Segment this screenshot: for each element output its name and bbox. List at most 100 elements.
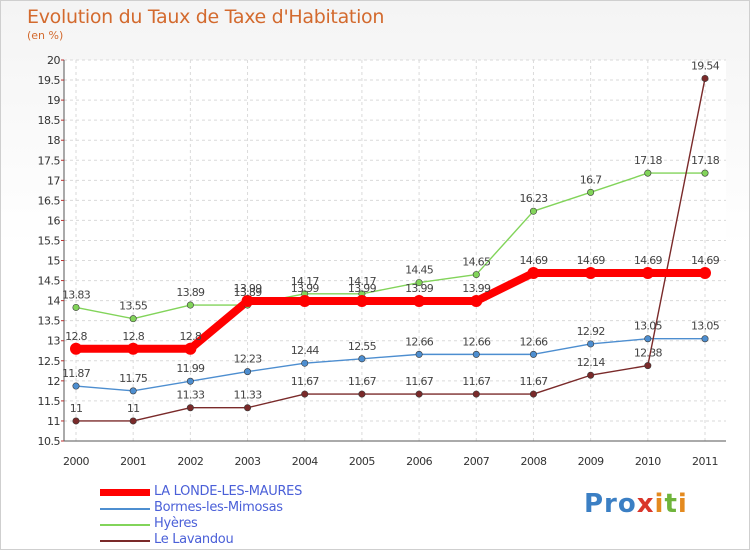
data-point: [587, 340, 595, 348]
x-tick-label: 2007: [463, 455, 489, 468]
data-label: 12.38: [634, 347, 663, 360]
line-chart: 10.5 11 11.5 12 12.5 13 13.5 14 14.5 15 15.5 16 16.5…: [38, 54, 726, 468]
data-point: [298, 295, 311, 308]
y-tick-label: 11.5: [38, 395, 61, 408]
y-tick-label: 12: [47, 375, 60, 388]
data-point: [186, 301, 194, 309]
data-label: 16.23: [519, 192, 548, 205]
data-point: [699, 266, 711, 279]
data-label: 14.17: [291, 275, 320, 288]
data-label: 14.65: [462, 256, 491, 269]
y-tick-label: 10.5: [38, 435, 61, 448]
x-tick-label: 2002: [177, 455, 203, 468]
data-label: 13.99: [405, 282, 434, 295]
data-label: 11.67: [405, 375, 434, 388]
series-line: [76, 268, 705, 353]
data-point: [644, 335, 652, 343]
data-point: [701, 335, 709, 343]
data-point: [472, 390, 480, 398]
data-point: [186, 377, 194, 385]
legend-label-bormes: Bormes-les-Mimosas: [154, 500, 283, 515]
legend-swatch-la-londe: [100, 489, 150, 496]
data-label: 11.33: [234, 389, 263, 402]
y-tick-label: 17: [47, 174, 60, 187]
data-point: [587, 371, 595, 379]
y-tick-label: 16.5: [38, 194, 61, 207]
data-point: [241, 295, 254, 308]
data-label: 13.55: [119, 300, 148, 313]
chart-title: Evolution du Taux de Taxe d'Habitation: [27, 6, 385, 28]
data-point: [415, 279, 423, 287]
logo-part: t: [664, 489, 678, 519]
data-label: 11: [127, 402, 140, 415]
data-point: [644, 169, 652, 177]
data-point: [701, 74, 709, 82]
data-point: [415, 390, 423, 398]
data-point: [641, 266, 654, 279]
data-point: [355, 295, 368, 308]
logo-part: x: [636, 489, 655, 519]
data-point: [70, 342, 82, 355]
data-point: [472, 350, 480, 358]
data-label: 12.66: [519, 335, 548, 348]
y-tick-label: 16: [47, 214, 60, 227]
data-label: 11.75: [119, 372, 148, 385]
data-label: 11.87: [62, 367, 91, 380]
plot-area: [64, 60, 726, 441]
data-label: 11.33: [176, 389, 205, 402]
data-label: 14.69: [519, 254, 548, 267]
data-point: [186, 404, 194, 412]
data-label: 11.67: [462, 375, 491, 388]
logo-part: i: [677, 489, 688, 519]
data-label: 12.8: [180, 330, 202, 343]
data-label: 12.44: [291, 344, 320, 357]
data-label: 13.05: [634, 320, 663, 333]
y-tick-label: 14.5: [38, 275, 61, 288]
x-tick-label: 2008: [520, 455, 546, 468]
data-label: 14.69: [634, 254, 663, 267]
data-label: 17.18: [634, 154, 663, 167]
data-point: [301, 359, 309, 367]
data-label: 13.89: [176, 286, 205, 299]
data-point: [127, 342, 140, 355]
data-point: [72, 382, 80, 390]
logo-part: Pro: [584, 489, 637, 519]
data-point: [72, 303, 80, 311]
y-tick-label: 19.5: [38, 74, 61, 87]
data-label: 12.8: [122, 330, 144, 343]
legend-label-hyeres: Hyères: [154, 516, 198, 531]
data-label: 14.69: [577, 254, 606, 267]
data-label: 13.83: [62, 288, 91, 301]
x-tick-label: 2009: [578, 455, 604, 468]
data-point: [701, 169, 709, 177]
data-label: 13.99: [462, 282, 491, 295]
data-label: 12.23: [234, 353, 263, 366]
y-tick-label: 17.5: [38, 154, 61, 167]
data-point: [415, 350, 423, 358]
data-label: 14.45: [405, 264, 434, 277]
y-tick-label: 20: [47, 54, 60, 67]
x-tick-label: 2006: [406, 455, 432, 468]
data-point: [529, 207, 537, 215]
y-tick-label: 11: [47, 415, 60, 428]
data-label: 16.7: [580, 173, 602, 186]
x-tick-label: 2000: [63, 455, 89, 468]
y-tick-label: 19: [47, 94, 60, 107]
y-tick-label: 15: [47, 255, 60, 268]
y-tick-label: 12.5: [38, 355, 61, 368]
data-label: 14.17: [348, 275, 377, 288]
data-point: [129, 417, 137, 425]
legend-swatch-hyeres: [100, 524, 150, 526]
series-line: [75, 172, 705, 320]
data-label: 13.05: [691, 320, 720, 333]
series-line: [75, 338, 705, 392]
y-tick-label: 18: [47, 134, 60, 147]
legend-label-lavandou: Le Lavandou: [154, 532, 234, 547]
data-label: 13.99: [291, 282, 320, 295]
data-point: [244, 404, 252, 412]
data-point: [129, 387, 137, 395]
data-label: 12.55: [348, 340, 377, 353]
y-tick-label: 15.5: [38, 234, 61, 247]
data-label: 13.99: [348, 282, 377, 295]
data-label: 17.18: [691, 154, 720, 167]
